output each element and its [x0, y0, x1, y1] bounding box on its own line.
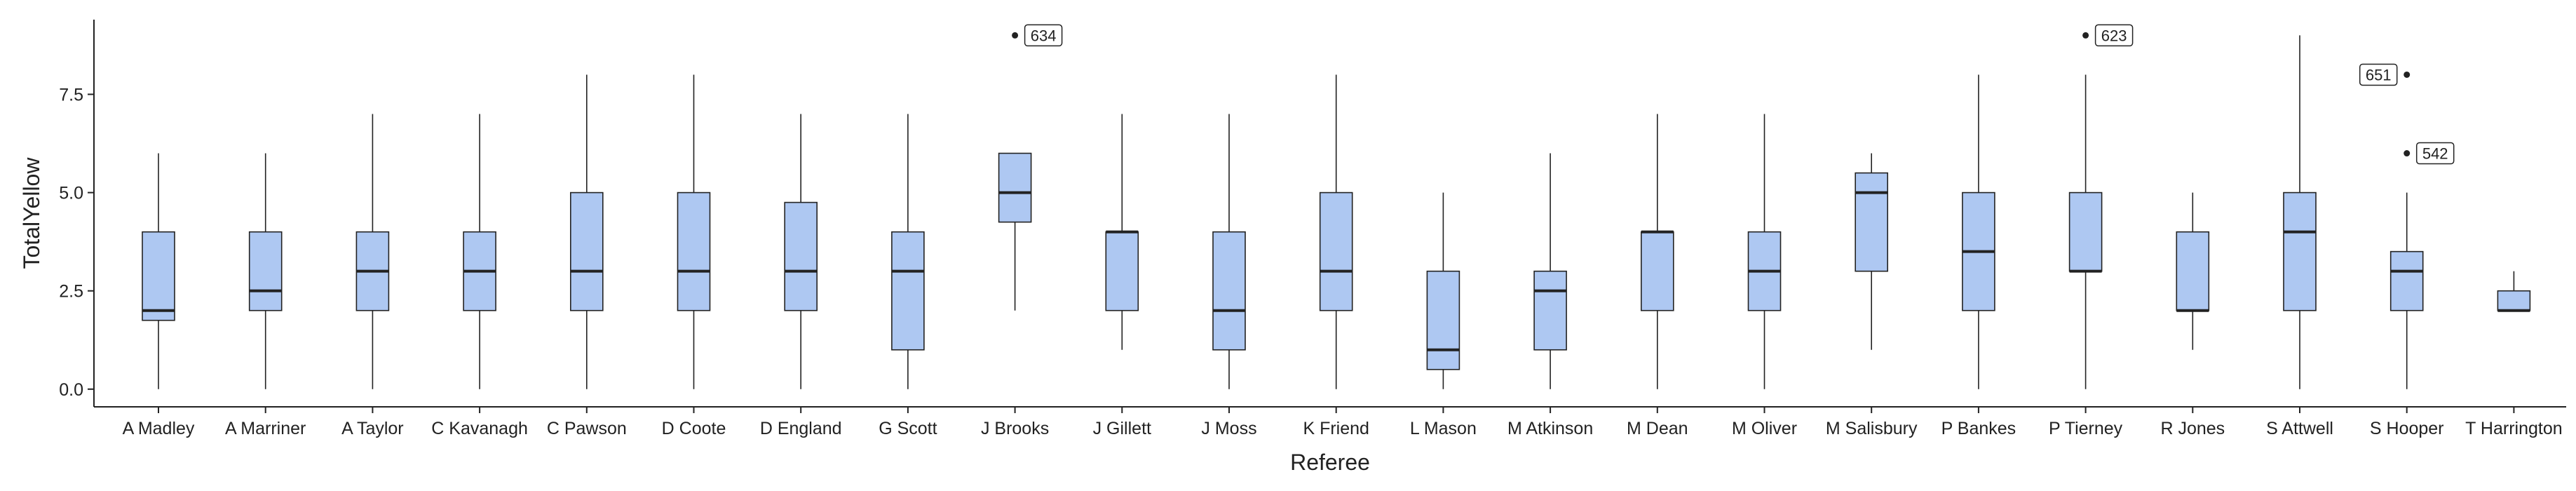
x-tick-label-a-madley: A Madley — [123, 419, 195, 438]
box-s-hooper — [2389, 192, 2424, 389]
outlier-label-box — [1024, 24, 1063, 47]
x-tick-label-p-bankes: P Bankes — [1941, 419, 2016, 438]
box-t-harrington — [2497, 271, 2531, 312]
box-l-mason — [1426, 192, 1460, 389]
iqr-box — [1212, 231, 1246, 351]
box-a-marriner — [248, 153, 283, 389]
box-j-brooks — [998, 152, 1032, 311]
outlier-label: 634 — [1031, 27, 1057, 44]
iqr-box — [569, 191, 604, 311]
box-p-tierney — [2068, 74, 2103, 389]
x-tick-label-m-oliver: M Oliver — [1732, 419, 1797, 438]
outlier-label-box — [2359, 63, 2398, 86]
x-tick-label-c-kavanagh: C Kavanagh — [431, 419, 528, 438]
box-j-gillett — [1105, 114, 1139, 350]
x-tick-label-s-hooper: S Hooper — [2370, 419, 2444, 438]
box-r-jones — [2176, 192, 2210, 350]
plot-area: 0.0 2.5 5.0 7.5 A Madley A Marriner A Taylor C… — [59, 20, 2566, 438]
outlier-542: 542 — [2404, 142, 2455, 165]
outlier-point — [2404, 150, 2411, 157]
x-tick-label-r-jones: R Jones — [2160, 419, 2225, 438]
x-tick-label-m-atkinson: M Atkinson — [1507, 419, 1593, 438]
iqr-box — [2068, 191, 2103, 272]
outlier-point — [2082, 32, 2089, 39]
box-d-england — [784, 114, 818, 389]
iqr-box — [784, 201, 818, 311]
x-tick-label-s-attwell: S Attwell — [2266, 419, 2333, 438]
iqr-box — [2389, 250, 2424, 311]
iqr-box — [677, 191, 711, 311]
iqr-box — [891, 231, 925, 351]
outlier-623: 623 — [2082, 24, 2134, 47]
x-tick-label-m-dean: M Dean — [1627, 419, 1688, 438]
iqr-box — [1426, 270, 1460, 370]
box-p-bankes — [1962, 74, 1995, 389]
boxes — [142, 35, 2531, 389]
box-k-friend — [1319, 74, 1353, 389]
outlier-label-box — [2094, 24, 2134, 47]
x-axis-title: Referee — [1290, 450, 1370, 475]
y-tick-label: 2.5 — [59, 282, 83, 302]
y-axis-ticks: 0.0 2.5 5.0 7.5 — [59, 85, 94, 400]
x-tick-label-j-brooks: J Brooks — [981, 419, 1049, 438]
outlier-label: 623 — [2101, 27, 2127, 44]
outlier-label: 542 — [2422, 145, 2448, 163]
x-tick-label-a-marriner: A Marriner — [225, 419, 306, 438]
box-a-taylor — [355, 114, 390, 389]
iqr-box — [1641, 231, 1674, 311]
iqr-box — [998, 152, 1032, 223]
y-tick-label: 5.0 — [59, 184, 83, 203]
box-a-madley — [142, 153, 175, 389]
x-tick-label-t-harrington: T Harrington — [2465, 419, 2563, 438]
outlier-651: 651 — [2359, 63, 2411, 86]
box-m-oliver — [1747, 114, 1782, 389]
y-tick-label: 0.0 — [59, 380, 83, 400]
outlier-point — [1012, 32, 1019, 39]
x-axis-ticks: A Madley A Marriner A Taylor C Kavanagh C Pa… — [123, 407, 2563, 438]
outliers: 634 623 651 542 — [1012, 24, 2455, 165]
iqr-box — [2283, 191, 2317, 311]
box-c-pawson — [569, 74, 604, 389]
x-tick-label-g-scott: G Scott — [879, 419, 937, 438]
iqr-box — [2176, 231, 2210, 311]
box-m-dean — [1641, 114, 1674, 389]
x-tick-label-p-tierney: P Tierney — [2049, 419, 2123, 438]
x-tick-label-j-gillett: J Gillett — [1093, 419, 1151, 438]
iqr-box — [142, 231, 175, 321]
x-tick-label-m-salisbury: M Salisbury — [1826, 419, 1918, 438]
box-c-kavanagh — [463, 114, 496, 389]
outlier-label: 651 — [2366, 66, 2392, 83]
outlier-label-box — [2415, 142, 2455, 165]
iqr-box — [2497, 290, 2531, 311]
iqr-box — [1533, 270, 1567, 351]
x-tick-label-k-friend: K Friend — [1303, 419, 1369, 438]
x-tick-label-c-pawson: C Pawson — [547, 419, 627, 438]
iqr-box — [1855, 172, 1888, 272]
box-m-salisbury — [1855, 153, 1888, 350]
box-j-moss — [1212, 114, 1246, 389]
x-tick-label-a-taylor: A Taylor — [341, 419, 403, 438]
x-tick-label-d-coote: D Coote — [662, 419, 726, 438]
x-tick-label-d-england: D England — [760, 419, 842, 438]
iqr-box — [1319, 191, 1353, 311]
x-tick-label-l-mason: L Mason — [1410, 419, 1477, 438]
y-axis-title: TotalYellow — [19, 157, 44, 269]
y-tick-label: 7.5 — [59, 85, 83, 105]
x-tick-label-j-moss: J Moss — [1201, 419, 1256, 438]
box-d-coote — [677, 74, 711, 389]
box-g-scott — [891, 114, 925, 389]
iqr-box — [1105, 231, 1139, 311]
outlier-634: 634 — [1012, 24, 1063, 47]
box-m-atkinson — [1533, 153, 1567, 389]
iqr-box — [248, 231, 283, 311]
outlier-point — [2404, 71, 2411, 78]
box-s-attwell — [2283, 35, 2317, 389]
